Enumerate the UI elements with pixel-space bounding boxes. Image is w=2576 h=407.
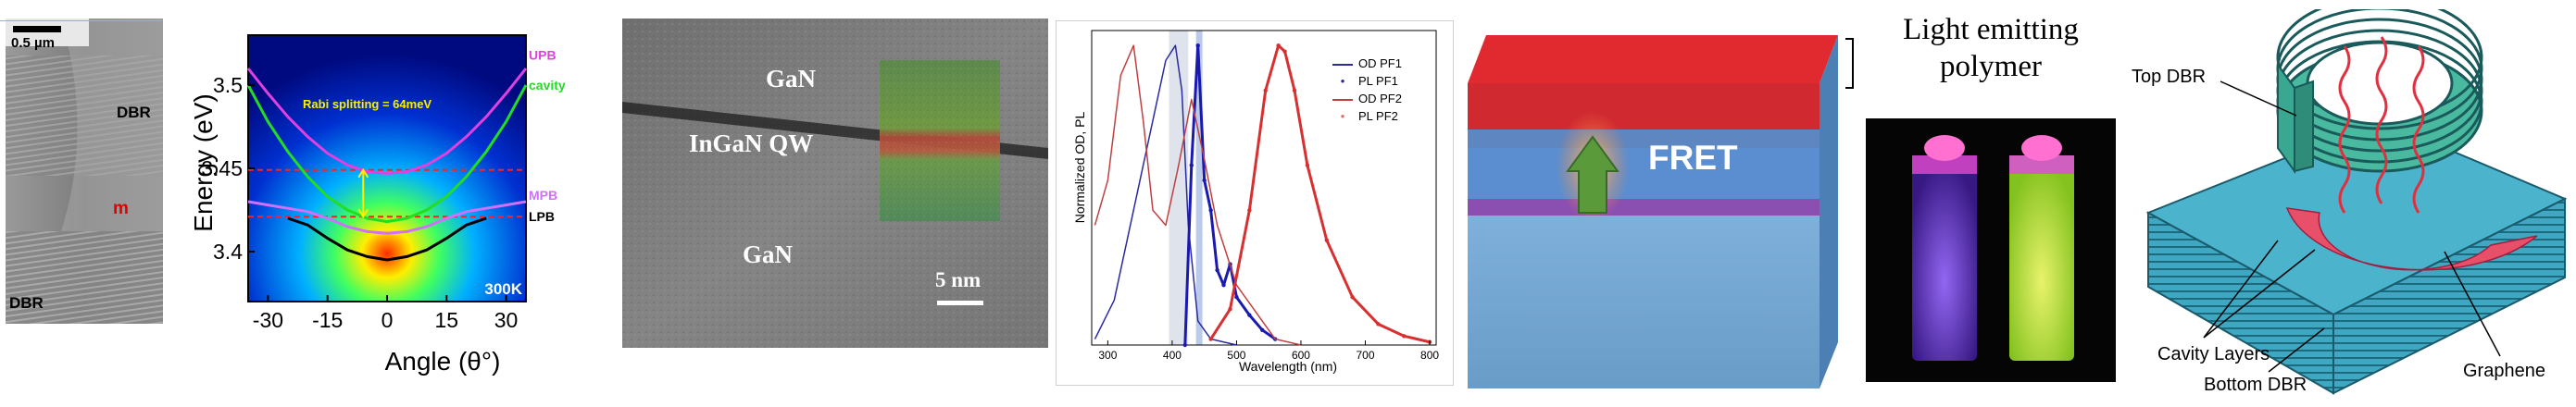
fret-panel: Light emitting polymer FRET	[1458, 9, 2125, 388]
series-line-od-pf1	[1094, 44, 1237, 346]
spectra-xlabel: Wavelength (nm)	[1238, 359, 1338, 374]
data-point	[1208, 337, 1213, 341]
y-tick-label: 3.5	[213, 73, 243, 97]
dispersion-chart: Rabi splitting = 64meV 300K 3.4 3.45 3.5 -30 -…	[201, 34, 566, 332]
data-point	[1276, 43, 1281, 48]
spectra-ylabel: Normalized OD, PL	[1072, 111, 1087, 224]
tem-qw-label: InGaN QW	[689, 130, 814, 157]
x-tick-label: 15	[434, 308, 458, 332]
legend-label: PL PF1	[1358, 74, 1398, 88]
data-point	[1402, 334, 1407, 339]
series-line-upb	[246, 68, 528, 175]
y-tick-label: 3.4	[213, 240, 243, 264]
data-point	[1350, 294, 1355, 300]
data-point	[1228, 306, 1232, 312]
data-point	[1305, 163, 1310, 167]
cavity-layers-label: Cavity Layers	[2157, 344, 2270, 364]
tem-scale-label: 5 nm	[935, 268, 982, 291]
data-point	[1292, 88, 1297, 92]
fret-title-line1: Light emitting	[1903, 13, 2079, 46]
fret-diagram	[1468, 35, 2116, 388]
branch-label-cavity: cavity	[529, 78, 566, 92]
bottom-dbr-label: Bottom DBR	[2204, 375, 2307, 395]
legend-label: OD PF2	[1358, 92, 1402, 105]
data-point	[1182, 342, 1188, 348]
tem-panel: GaN InGaN QW GaN 5 nm	[622, 18, 1048, 348]
data-point	[1195, 43, 1200, 48]
data-point	[1202, 178, 1207, 183]
legend-item: • PL PF2	[1340, 109, 1398, 123]
fret-label: FRET	[1648, 139, 1738, 177]
temperature-label: 300K	[484, 280, 522, 298]
x-tick-label: 500	[1227, 349, 1245, 362]
heatmap-background	[248, 35, 526, 302]
tem-gan-bottom-label: GaN	[743, 240, 793, 268]
dbr-top-label: DBR	[117, 104, 151, 121]
data-point	[1263, 88, 1268, 92]
legend-label: OD PF1	[1358, 56, 1402, 70]
data-point	[1247, 313, 1252, 317]
top-divider	[0, 20, 162, 21]
branch-label-mpb: MPB	[529, 188, 557, 203]
spectra-panel: Normalized OD, PL 300 400 500 600 700 800 Wav…	[1056, 20, 1454, 386]
series-line-pl-pf1	[1183, 43, 1277, 346]
dispersion-xlabel: Angle (θ°)	[384, 347, 501, 376]
legend-label: PL PF2	[1358, 109, 1398, 123]
dispersion-panel: Energy (eV) Rabi splitting = 64meV 300K 3.…	[165, 28, 600, 376]
fret-title-line2: polymer	[1940, 50, 2042, 83]
spectra-chart: 300 400 500 600 700 800	[1091, 30, 1439, 362]
tem-image	[622, 18, 1048, 348]
data-point	[1247, 208, 1252, 213]
data-point	[1234, 294, 1239, 300]
data-point	[1189, 163, 1194, 167]
top-dbr-label: Top DBR	[2132, 67, 2207, 87]
series-line-od-pf2	[1094, 44, 1302, 346]
x-tick-label: 0	[381, 308, 394, 332]
x-tick-label: -30	[253, 308, 283, 332]
x-tick-label: 300	[1098, 349, 1117, 362]
graphene-label: Graphene	[2463, 361, 2545, 381]
scale-bar-label: 0.5 µm	[11, 35, 55, 51]
sem-panel: 0.5 µm DBR m DBR	[6, 18, 163, 324]
x-tick-label: 400	[1163, 349, 1182, 362]
series-line-lpb	[287, 216, 487, 262]
series-line-mpb	[247, 200, 527, 235]
fret-title: Light emitting polymer	[1861, 11, 2120, 85]
legend-item: OD PF2	[1332, 90, 1402, 107]
device-diagram	[2145, 0, 2568, 395]
cavity-m-label: m	[113, 199, 129, 218]
branch-label-upb: UPB	[529, 48, 556, 63]
spectra-legend: OD PF1 • PL PF1 OD PF2 • PL PF2	[1332, 55, 1402, 125]
x-tick-label: 800	[1420, 349, 1439, 362]
plot-frame	[1091, 30, 1437, 346]
tem-gan-top-label: GaN	[766, 65, 816, 92]
data-point	[1260, 327, 1265, 333]
excitation-band	[1195, 31, 1203, 345]
data-point	[1208, 208, 1213, 213]
data-point	[1324, 238, 1329, 242]
legend-item: • PL PF1	[1340, 74, 1398, 88]
x-tick-label: 600	[1292, 349, 1310, 362]
rabi-arrow-head-bottom	[357, 208, 369, 219]
x-tick-label: -15	[312, 308, 343, 332]
data-point	[1221, 283, 1226, 288]
device-panel: Top DBR Cavity Layers Bottom DBR Graphen…	[2130, 0, 2574, 402]
x-tick-label: 700	[1356, 349, 1374, 362]
legend-item: OD PF1	[1332, 55, 1402, 72]
rabi-annotation: Rabi splitting = 64meV	[303, 97, 431, 111]
y-tick-label: 3.45	[201, 156, 243, 180]
sem-image	[6, 18, 163, 324]
branch-label-lpb: LPB	[529, 209, 555, 224]
dispersion-ylabel: Energy (eV)	[189, 93, 218, 232]
shaded-region	[1169, 31, 1189, 345]
x-tick-label: 30	[494, 308, 519, 332]
data-point	[1282, 49, 1287, 54]
rabi-arrow-head-top	[357, 167, 369, 179]
data-point	[1215, 267, 1219, 273]
series-line-cavity	[246, 84, 528, 224]
dbr-bottom-label: DBR	[9, 294, 44, 312]
data-point	[1376, 322, 1381, 327]
